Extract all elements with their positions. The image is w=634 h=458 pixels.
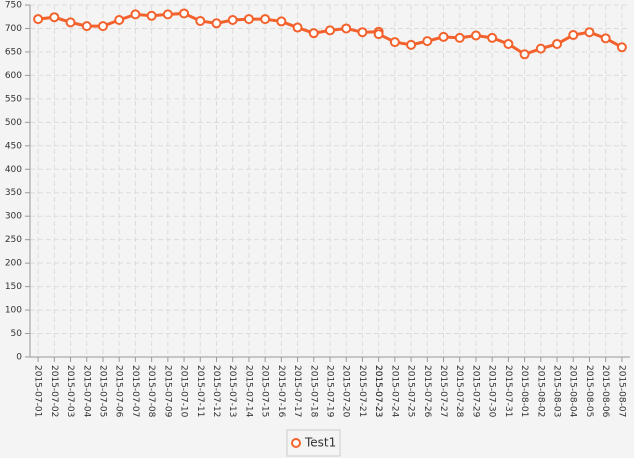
x-tick-label: 2015-07-11 [195,365,205,417]
x-tick-label: 2015-08-06 [600,365,610,418]
y-tick-label: 750 [5,1,22,11]
data-point [211,18,222,29]
x-tick-label: 2015-07-23 [373,365,383,417]
y-tick-label: 400 [5,165,22,175]
x-tick-label: 2015-07-19 [325,365,335,418]
y-tick-label: 550 [5,94,22,104]
y-tick-label: 200 [5,259,22,269]
x-tick-label: 2015-08-01 [519,365,529,417]
data-point [49,12,60,23]
x-tick-label: 2015-07-03 [65,365,75,417]
data-point [357,27,368,38]
data-point [97,21,108,32]
data-point [454,32,465,43]
y-tick-label: 600 [5,71,22,81]
legend-label: Test1 [304,436,336,450]
data-point [227,15,238,26]
data-point [438,31,449,42]
y-tick-label: 50 [11,329,23,339]
x-tick-label: 2015-07-21 [357,365,367,417]
x-tick-label: 2015-07-12 [211,365,221,417]
data-point [65,17,76,28]
x-tick-label: 2015-08-05 [584,365,594,417]
x-tick-label: 2015-07-08 [146,365,156,418]
x-tick-label: 2015-07-01 [33,365,43,417]
legend: Test1 [286,429,341,457]
x-tick-label: 2015-08-02 [535,365,545,417]
legend-symbol [291,438,301,448]
data-point [584,27,595,38]
data-point [179,8,190,19]
data-point [487,32,498,43]
x-tick-label: 2015-07-16 [276,365,286,418]
y-tick-label: 0 [16,353,22,363]
y-tick-label: 250 [5,235,22,245]
x-tick-label: 2015-07-04 [81,365,91,418]
x-tick-label: 2015-08-03 [552,365,562,417]
x-tick-label: 2015-07-25 [406,365,416,417]
x-tick-label: 2015-07-06 [114,365,124,418]
x-tick-label: 2015-07-29 [470,365,480,418]
data-point [146,10,157,21]
x-tick-label: 2015-07-28 [454,365,464,418]
x-tick-label: 2015-07-23 [373,365,383,417]
data-point [341,23,352,34]
y-tick-label: 650 [5,47,22,57]
x-tick-label: 2015-07-17 [292,365,302,417]
data-point [389,37,400,48]
x-tick-label: 2015-07-18 [308,365,318,418]
data-point [406,39,417,50]
y-tick-label: 150 [5,282,22,292]
data-point [195,15,206,26]
x-tick-label: 2015-07-09 [162,365,172,418]
x-tick-label: 2015-08-04 [568,365,578,418]
x-tick-label: 2015-07-24 [389,365,399,418]
data-point [568,30,579,41]
data-point [373,29,384,40]
data-point [81,21,92,32]
data-point [276,16,287,27]
x-tick-label: 2015-07-20 [341,365,351,418]
data-point [162,9,173,20]
data-point [552,38,563,49]
x-tick-label: 2015-07-30 [487,365,497,418]
data-point [535,43,546,54]
data-point [503,38,514,49]
data-point [292,22,303,33]
x-tick-label: 2015-07-13 [227,365,237,417]
y-tick-label: 100 [5,306,22,316]
x-tick-label: 2015-07-27 [438,365,448,417]
x-tick-label: 2015-07-15 [260,365,270,417]
x-tick-label: 2015-07-26 [422,365,432,418]
y-tick-label: 300 [5,212,22,222]
x-tick-label: 2015-07-07 [130,365,140,417]
y-tick-label: 500 [5,118,22,128]
y-tick-label: 700 [5,24,22,34]
x-tick-label: 2015-07-02 [49,365,59,417]
data-point [600,33,611,44]
x-tick-label: 2015-07-10 [179,365,189,418]
data-point [243,14,254,25]
x-tick-label: 2015-07-31 [503,365,513,417]
x-tick-label: 2015-07-14 [243,365,253,418]
data-point [130,9,141,20]
data-point [422,36,433,47]
data-point [616,42,627,53]
y-tick-label: 450 [5,141,22,151]
x-tick-label: 2015-07-05 [97,365,107,417]
data-point [325,25,335,36]
x-tick-label: 2015-08-07 [616,365,626,417]
data-point [308,28,319,39]
data-point [114,15,125,26]
y-tick-label: 350 [5,188,22,198]
data-point [470,30,481,41]
data-point [519,49,530,60]
data-point [33,14,44,25]
data-point [260,14,271,25]
